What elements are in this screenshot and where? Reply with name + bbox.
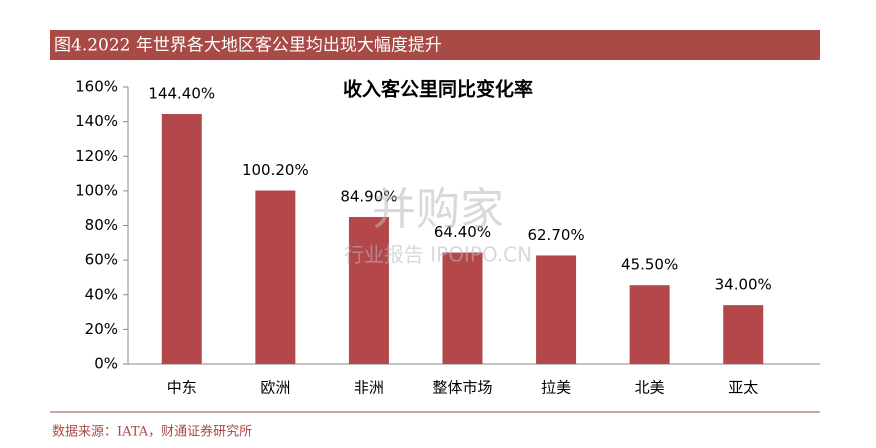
data-label: 64.40%	[434, 223, 491, 241]
data-label: 34.00%	[715, 276, 772, 294]
bar	[723, 305, 764, 364]
plot: 0% 20% 40% 60% 80% 100% 120% 140% 160% 中东 144.40% 欧…	[75, 78, 772, 397]
x-tick-label: 非洲	[354, 379, 384, 397]
bar	[161, 114, 202, 364]
data-label: 62.70%	[527, 226, 584, 244]
y-tick-label: 160%	[75, 78, 118, 96]
watermark-brand: 并购家	[372, 184, 504, 235]
y-tick-label: 0%	[94, 355, 118, 373]
bar	[255, 190, 296, 364]
chart-title: 收入客公里同比变化率	[343, 78, 533, 101]
x-tick-label: 整体市场	[432, 379, 492, 397]
data-label: 84.90%	[340, 188, 397, 206]
header-bar	[50, 30, 820, 60]
data-label: 100.20%	[242, 161, 309, 179]
y-tick-label: 20%	[85, 320, 118, 338]
x-tick-label: 欧洲	[260, 379, 290, 397]
bar	[629, 285, 670, 364]
y-tick-label: 100%	[75, 181, 118, 199]
header-title: 图4.2022 年世界各大地区客公里均出现大幅度提升	[54, 36, 442, 56]
x-tick-label: 北美	[635, 379, 665, 397]
y-tick-label: 120%	[75, 147, 118, 165]
x-tick-label: 中东	[167, 379, 197, 397]
bar	[348, 217, 389, 364]
data-label: 45.50%	[621, 256, 678, 274]
y-tick-label: 80%	[85, 216, 118, 234]
bar	[442, 252, 483, 364]
x-tick-label: 拉美	[541, 379, 571, 397]
x-tick-label: 亚太	[728, 379, 758, 397]
y-tick-label: 60%	[85, 251, 118, 269]
data-label: 144.40%	[148, 85, 215, 103]
source-note: 数据来源：IATA，财通证券研究所	[52, 424, 252, 440]
y-tick-label: 140%	[75, 112, 118, 130]
bar	[536, 255, 577, 364]
y-tick-label: 40%	[85, 285, 118, 303]
watermark-tagline: 行业报告 IPOIPO.CN	[344, 243, 532, 267]
